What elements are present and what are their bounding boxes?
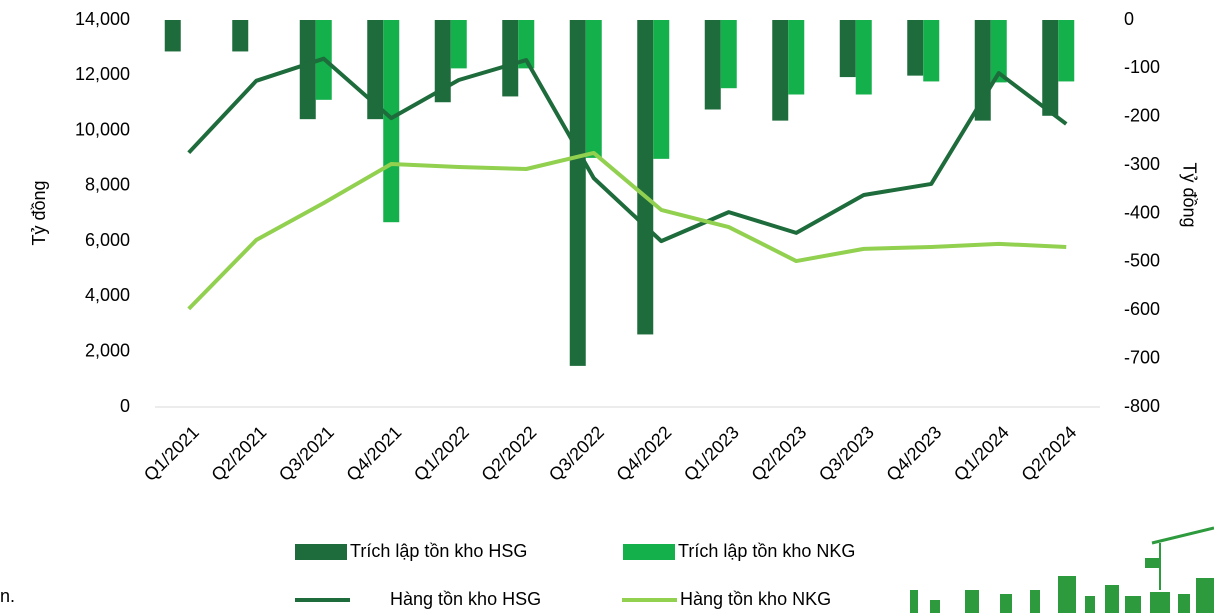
x-tick-label: Q2/2024 [1017, 422, 1080, 485]
legend-label: Hàng tồn kho HSG [390, 589, 541, 609]
y2-tick-label: -800 [1124, 396, 1160, 416]
bar [1058, 20, 1074, 81]
x-tick-label: Q2/2021 [207, 422, 270, 485]
y-tick-label: 10,000 [75, 119, 130, 139]
bar [923, 20, 939, 81]
y2-tick-label: -200 [1124, 106, 1160, 126]
bar [232, 20, 248, 51]
bar [383, 20, 399, 222]
bar [451, 20, 467, 68]
x-tick-label: Q2/2022 [477, 422, 540, 485]
y2-axis-label: Tỷ đồng [1179, 162, 1199, 227]
x-tick-label: Q3/2021 [275, 422, 338, 485]
y-tick-label: 12,000 [75, 64, 130, 84]
y2-tick-label: 0 [1124, 9, 1134, 29]
bar [721, 20, 737, 88]
bar [586, 20, 602, 158]
y2-tick-label: -100 [1124, 57, 1160, 77]
logo [910, 528, 1214, 613]
y-tick-label: 8,000 [85, 175, 130, 195]
y2-tick-label: -400 [1124, 202, 1160, 222]
bar [653, 20, 669, 159]
bar [637, 20, 653, 334]
bar [705, 20, 721, 109]
y-tick-label: 2,000 [85, 340, 130, 360]
y2-tick-label: -700 [1124, 347, 1160, 367]
x-tick-label: Q3/2023 [815, 422, 878, 485]
note: n. [0, 586, 15, 606]
bar [840, 20, 856, 77]
x-tick-label: Q1/2021 [140, 422, 203, 485]
legend-swatch [295, 544, 347, 560]
legend-label: Hàng tồn kho NKG [680, 589, 831, 609]
y-tick-label: 4,000 [85, 285, 130, 305]
bar [300, 20, 316, 119]
bar [502, 20, 518, 96]
bar [772, 20, 788, 121]
y-tick-label: 14,000 [75, 9, 130, 29]
legend-swatch [623, 544, 675, 560]
legend-label: Trích lập tồn kho HSG [350, 541, 527, 561]
y2-tick-label: -500 [1124, 251, 1160, 271]
bar [570, 20, 586, 366]
bar [1042, 20, 1058, 116]
x-tick-label: Q4/2023 [882, 422, 945, 485]
bar [856, 20, 872, 94]
y-axis-label: Tỷ đồng [29, 180, 49, 245]
y-tick-label: 0 [120, 396, 130, 416]
x-tick-label: Q1/2023 [680, 422, 743, 485]
chart: Tỷ đồng Tỷ đồng n. 0 2,000 4,000 6,000 8,000… [0, 0, 1214, 613]
y2-tick-label: -600 [1124, 299, 1160, 319]
bar [165, 20, 181, 51]
x-tick-label: Q4/2021 [342, 422, 405, 485]
x-tick-label: Q1/2022 [410, 422, 473, 485]
x-tick-label: Q4/2022 [612, 422, 675, 485]
x-tick-label: Q2/2023 [747, 422, 810, 485]
legend-label: Trích lập tồn kho NKG [678, 541, 855, 561]
x-tick-label: Q3/2022 [545, 422, 608, 485]
y-tick-label: 6,000 [85, 230, 130, 250]
x-tick-label: Q1/2024 [950, 422, 1013, 485]
y2-tick-label: -300 [1124, 154, 1160, 174]
bar [788, 20, 804, 94]
bar [907, 20, 923, 76]
